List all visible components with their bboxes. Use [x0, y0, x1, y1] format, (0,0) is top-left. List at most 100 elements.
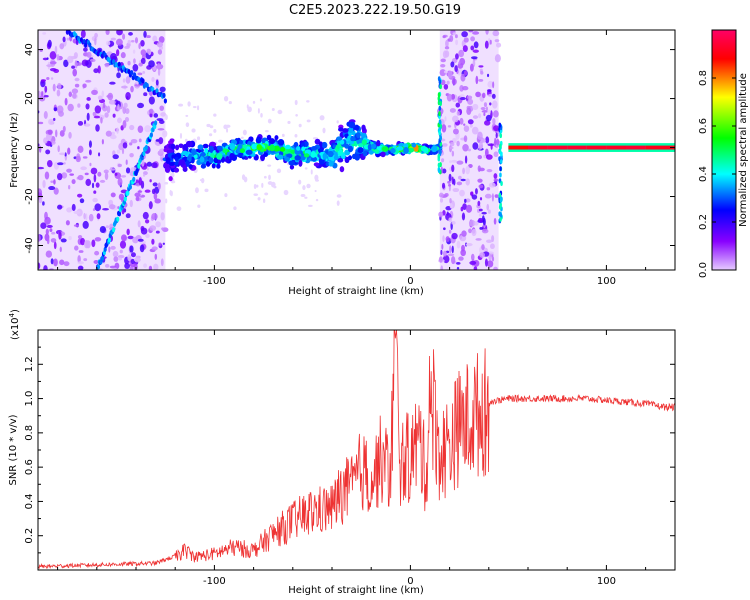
clutter-speck: [77, 261, 84, 265]
clutter-speck: [112, 154, 119, 160]
clutter-speck: [89, 58, 96, 63]
clutter-speck: [91, 182, 95, 189]
clutter-speck: [477, 178, 483, 183]
clutter-speck: [110, 134, 117, 140]
y-tick-label: 0.4: [24, 493, 35, 509]
noise-speck: [336, 120, 339, 124]
clutter-speck: [494, 39, 500, 43]
clutter-speck: [53, 179, 56, 185]
clutter-speck: [143, 92, 148, 97]
clutter-speck: [461, 86, 469, 91]
clutter-speck: [493, 151, 499, 158]
spike-point: [500, 151, 503, 157]
trace-point: [130, 70, 134, 76]
clutter-speck: [485, 239, 493, 243]
clutter-speck: [465, 204, 473, 213]
snr-multiplier: (x104): [8, 309, 21, 340]
clutter-speck: [451, 164, 455, 173]
clutter-speck: [475, 238, 482, 241]
signal-point: [164, 166, 171, 173]
signal-point: [380, 151, 386, 158]
clutter-speck: [47, 129, 53, 135]
svg-text:(x104): (x104): [8, 309, 21, 340]
clutter-speck: [71, 179, 76, 185]
signal-point: [333, 155, 339, 160]
clutter-speck: [441, 182, 446, 189]
carrier-segment: [606, 145, 626, 150]
clutter-speck: [114, 262, 120, 270]
signal-point: [165, 157, 171, 164]
clutter-speck: [462, 45, 468, 52]
clutter-speck: [469, 63, 474, 72]
signal-point: [191, 149, 197, 156]
clutter-speck: [138, 42, 141, 50]
clutter-speck: [48, 118, 55, 125]
clutter-speck: [470, 36, 475, 42]
clutter-speck: [491, 256, 495, 262]
clutter-speck: [449, 35, 454, 43]
noise-speck: [165, 114, 168, 121]
noise-speck: [312, 137, 318, 140]
clutter-speck: [159, 105, 165, 111]
clutter-speck: [152, 35, 158, 43]
clutter-speck: [467, 98, 474, 105]
signal-point: [208, 157, 214, 164]
clutter-speck: [94, 32, 98, 38]
clutter-speck: [157, 128, 165, 131]
clutter-speck: [77, 193, 83, 198]
clutter-speck: [45, 250, 53, 258]
clutter-speck: [449, 203, 453, 209]
clutter-speck: [469, 123, 473, 128]
signal-point: [339, 139, 345, 145]
clutter-speck: [115, 38, 123, 46]
noise-speck: [306, 119, 311, 123]
clutter-speck: [142, 211, 149, 220]
clutter-speck: [441, 243, 444, 250]
noise-speck: [260, 112, 263, 118]
clutter-speck: [100, 117, 103, 124]
noise-speck: [277, 109, 283, 115]
clutter-speck: [86, 96, 91, 101]
clutter-speck: [473, 41, 479, 49]
clutter-speck: [127, 254, 132, 262]
noise-speck: [218, 139, 223, 143]
spike-point: [437, 92, 441, 98]
spike-point: [499, 159, 503, 165]
signal-point: [403, 147, 409, 154]
noise-speck: [171, 180, 176, 184]
colorbar-tick-label: 0.2: [698, 214, 709, 230]
signal-point: [276, 154, 284, 160]
trace-point: [137, 163, 141, 169]
clutter-speck: [157, 49, 163, 55]
clutter-speck: [148, 201, 153, 210]
clutter-speck: [158, 36, 165, 44]
clutter-speck: [471, 56, 478, 60]
noise-speck: [262, 198, 266, 204]
spectrogram-panel: -100 0 100 -40 -20 0 20 40 Height of straight …: [9, 29, 676, 297]
signal-point: [229, 143, 236, 151]
trace-point: [96, 264, 101, 270]
clutter-speck: [59, 152, 66, 156]
signal-point: [256, 144, 262, 151]
trace-point: [154, 120, 158, 126]
clutter-speck: [158, 242, 162, 247]
clutter-speck: [158, 137, 164, 145]
noise-speck: [263, 175, 267, 179]
clutter-speck: [456, 261, 461, 265]
signal-point: [269, 138, 276, 145]
clutter-speck: [91, 239, 96, 248]
clutter-speck: [468, 228, 472, 234]
clutter-speck: [109, 168, 116, 171]
clutter-speck: [117, 117, 122, 124]
clutter-speck: [471, 228, 477, 237]
clutter-speck: [146, 167, 149, 171]
clutter-speck: [120, 234, 127, 242]
clutter-speck: [459, 84, 464, 92]
noise-speck: [264, 129, 269, 133]
clutter-speck: [86, 51, 92, 58]
trace-point: [128, 184, 132, 190]
noise-speck: [298, 179, 302, 185]
y-tick-label: 1.2: [24, 356, 35, 372]
signal-point: [310, 156, 318, 162]
carrier-segment: [547, 145, 568, 150]
